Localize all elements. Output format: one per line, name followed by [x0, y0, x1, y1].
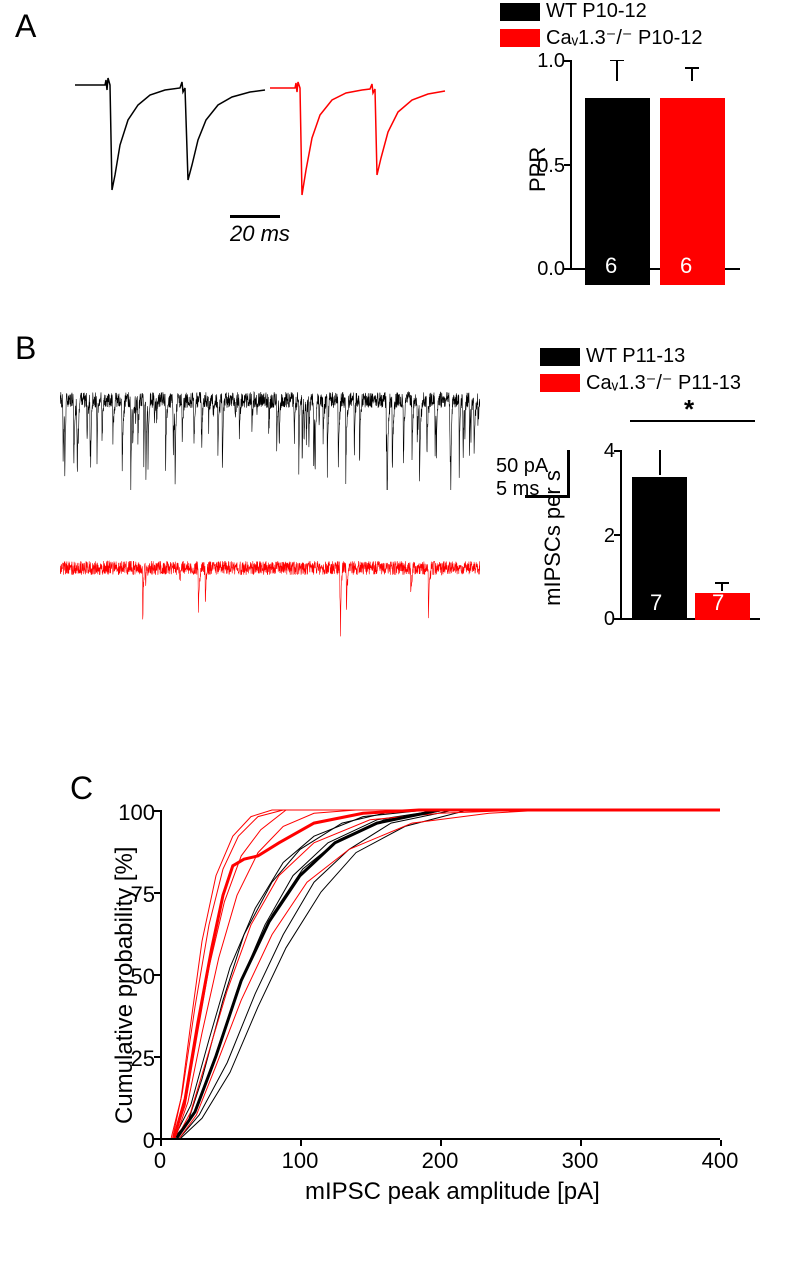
xtick: 400	[700, 1148, 740, 1174]
legend-swatch-ko	[540, 374, 580, 392]
ytick: 2	[590, 525, 615, 548]
panel-c-ylabel: Cumulative probability [%]	[111, 844, 139, 1124]
panel-a-ppr-barchart: 1.0 0.5 0.0 PPR 6 6	[530, 60, 760, 285]
panel-b-ylabel: mIPSCs per s	[540, 470, 566, 606]
legend-label-ko: Caᵥ1.3⁻/⁻ P11-13	[586, 370, 741, 395]
panel-a-ylabel: PPR	[525, 147, 551, 192]
bar-n-wt: 6	[605, 253, 617, 279]
legend-label-ko: Caᵥ1.3⁻/⁻ P10-12	[546, 25, 703, 50]
legend-swatch-ko	[500, 29, 540, 47]
panel-b-ko-trace	[60, 540, 480, 640]
ytick: 0	[590, 608, 615, 631]
panel-a-legend: WT P10-12 Caᵥ1.3⁻/⁻ P10-12	[500, 0, 703, 52]
ytick: 4	[590, 440, 615, 463]
panel-c-cdf-chart: 0 100 200 300 400 0 25 50 75 100 mIPSC p…	[100, 800, 730, 1220]
bar-n-wt: 7	[650, 590, 662, 616]
bar-n-ko: 6	[680, 253, 692, 279]
panel-b-legend: WT P11-13 Caᵥ1.3⁻/⁻ P11-13	[540, 345, 741, 397]
ytick: 1.0	[530, 50, 565, 73]
ytick: 0	[110, 1128, 155, 1154]
bar-n-ko: 7	[712, 590, 724, 616]
panel-b-mipsc-barchart: 4 2 0 mIPSCs per s 7 7	[590, 430, 770, 640]
ytick: 100	[110, 800, 155, 826]
panel-b-label: B	[15, 330, 36, 367]
panel-a-label: A	[15, 8, 36, 45]
panel-a-scalebar: 20 ms	[230, 215, 290, 247]
panel-a-scalebar-label: 20 ms	[230, 221, 290, 247]
legend-label-wt: WT P10-12	[546, 0, 647, 23]
panel-a-ppr-traces	[70, 50, 450, 230]
panel-b-wt-trace	[60, 370, 480, 490]
significance-marker: *	[684, 394, 694, 425]
ytick: 0.0	[530, 258, 565, 281]
panel-c-xlabel: mIPSC peak amplitude [pA]	[305, 1178, 600, 1206]
xtick: 100	[280, 1148, 320, 1174]
legend-swatch-wt	[500, 3, 540, 21]
xtick: 200	[420, 1148, 460, 1174]
xtick: 300	[560, 1148, 600, 1174]
legend-swatch-wt	[540, 348, 580, 366]
panel-c-label: C	[70, 770, 93, 807]
scalebar-time: 5 ms	[496, 478, 539, 501]
legend-label-wt: WT P11-13	[586, 345, 685, 368]
